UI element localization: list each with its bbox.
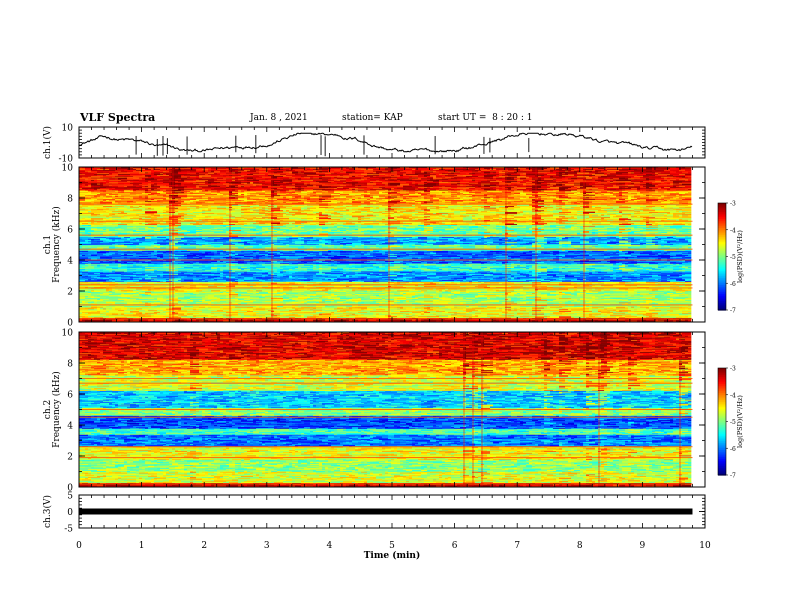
y-tick-label: 10 [62, 124, 74, 134]
y-axis-label: ch.1(V) [42, 126, 53, 159]
vlf-figure: 10-10ch.1(V)0246810ch.1 Frequency (kHz)-3… [0, 0, 792, 612]
ch1-spectrogram-data [79, 167, 692, 322]
waveform-trace [79, 133, 692, 152]
ch1-waveform-data [79, 133, 692, 156]
